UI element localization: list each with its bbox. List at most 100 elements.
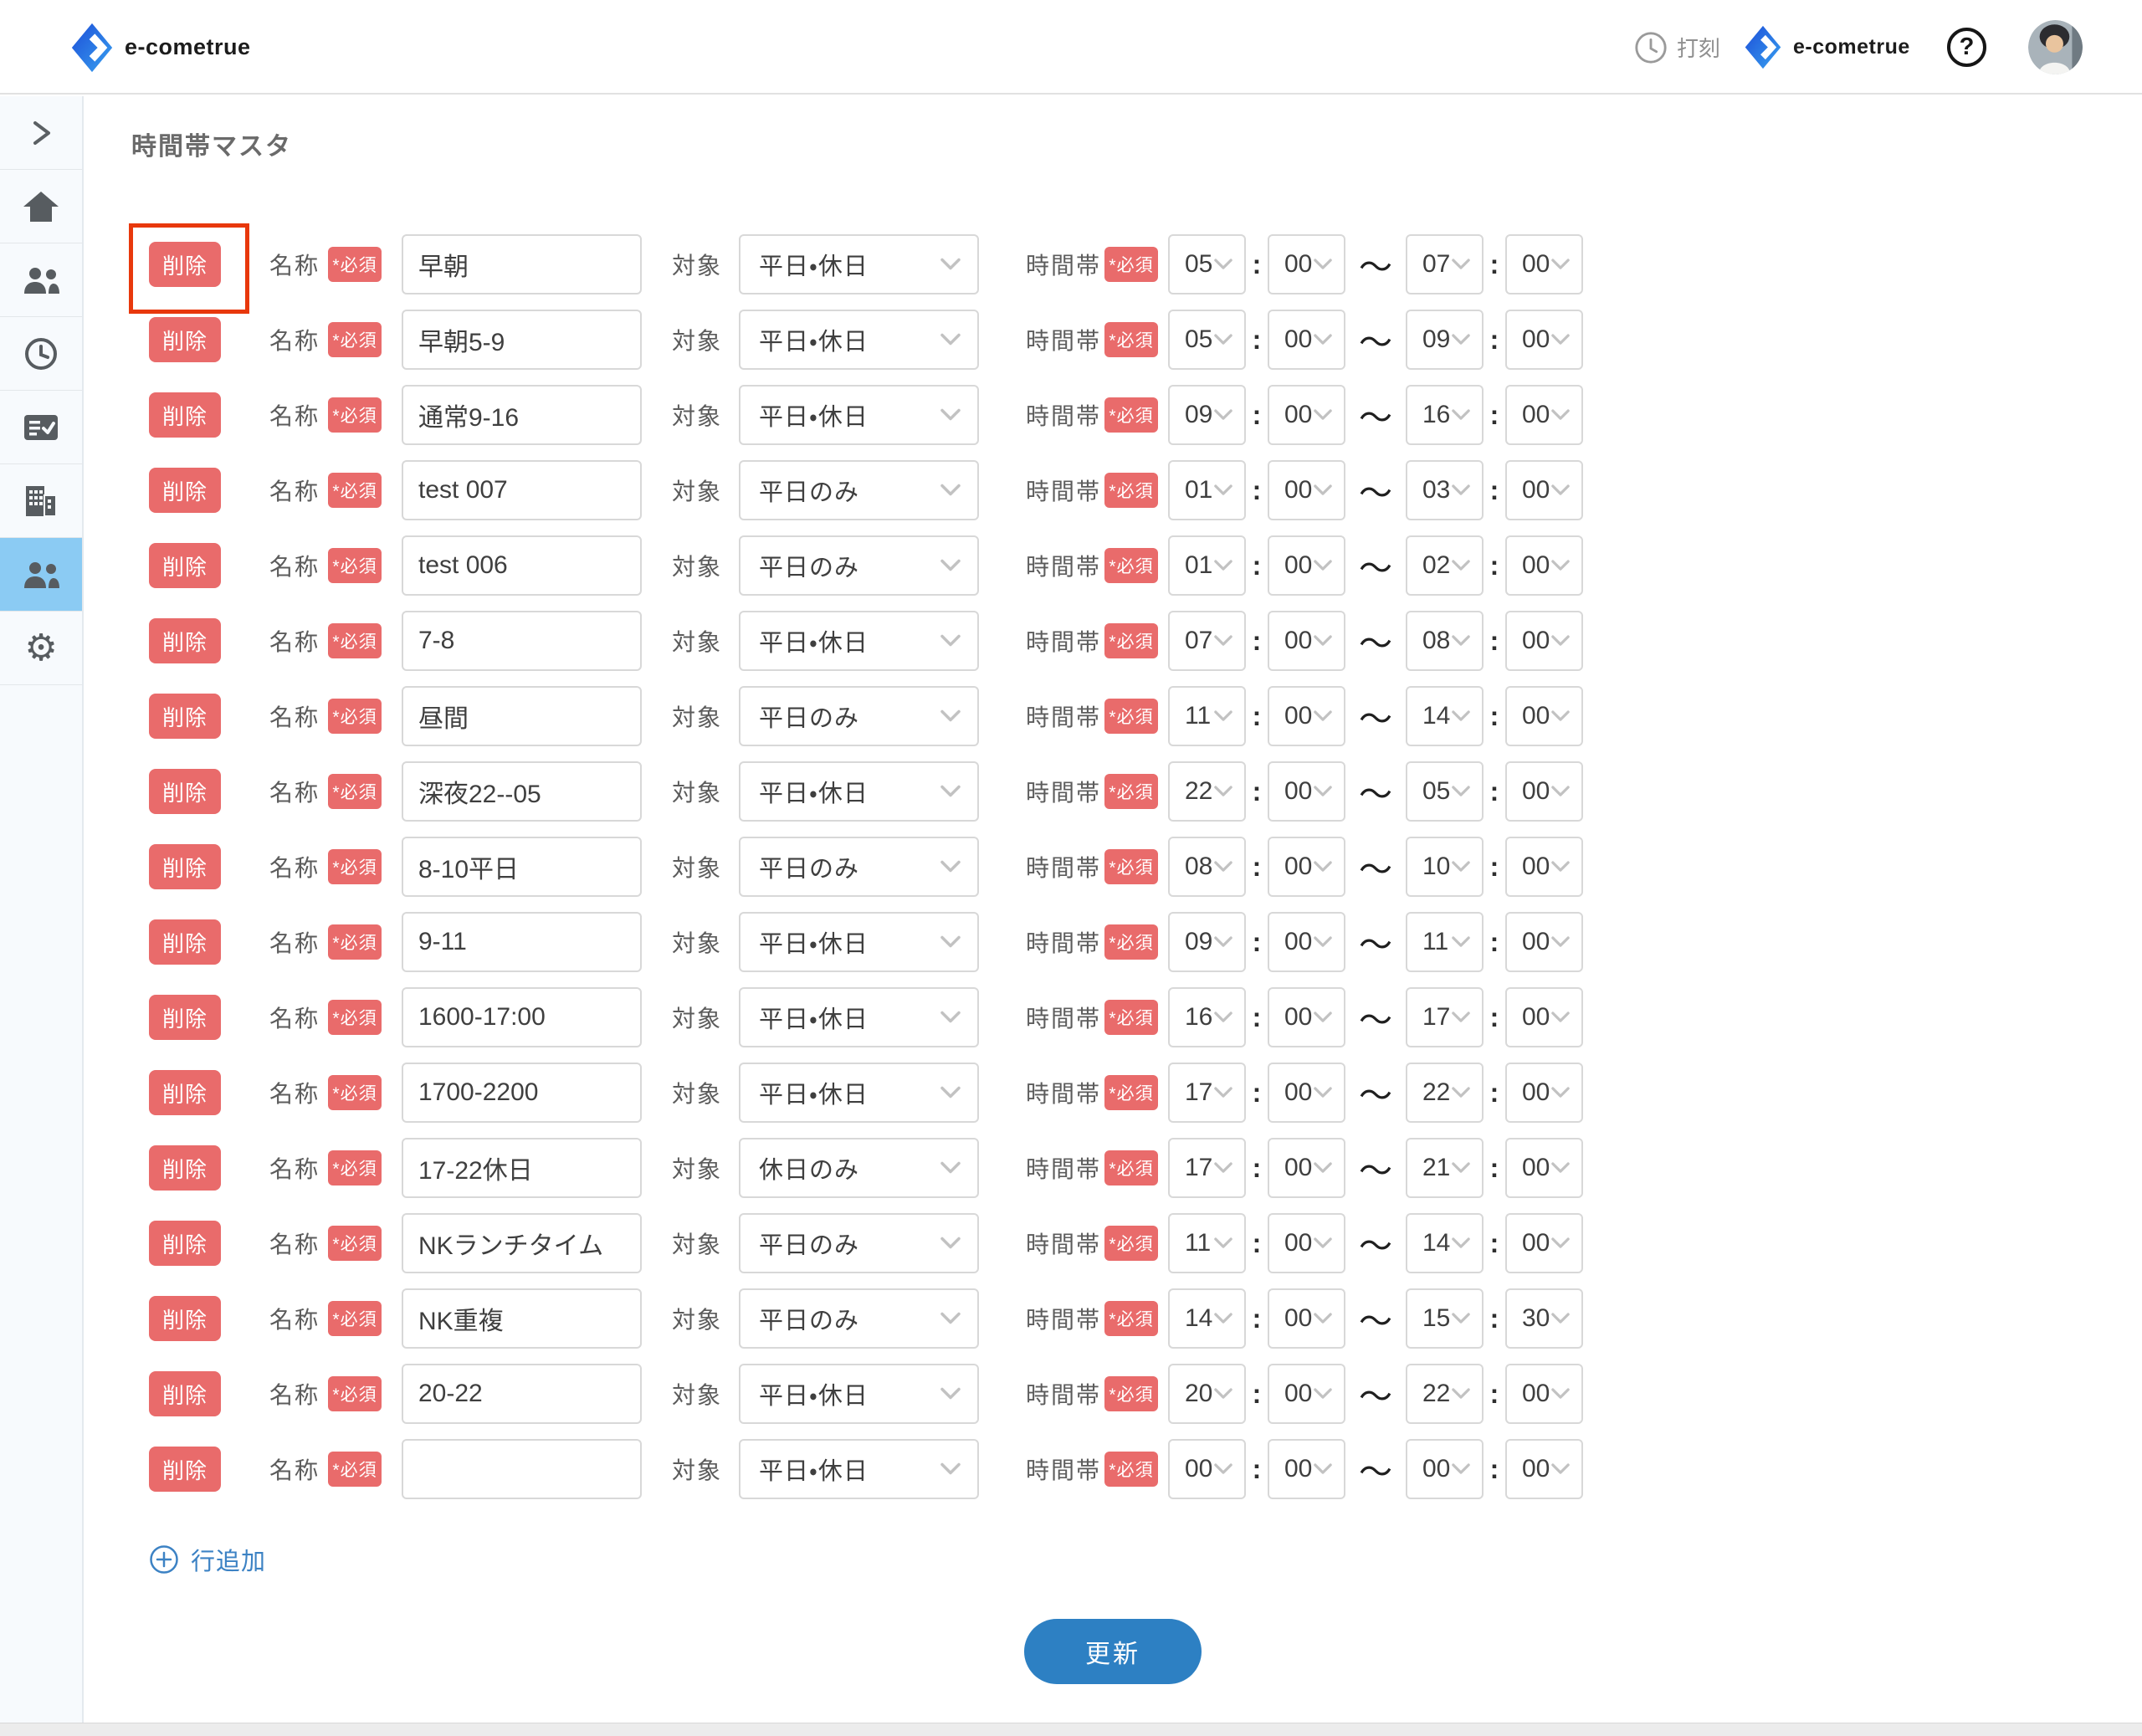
start-hour-select[interactable]: 01 [1168,535,1246,596]
start-hour-select[interactable]: 05 [1168,234,1246,294]
delete-button[interactable]: 削除 [149,1145,221,1191]
delete-button[interactable]: 削除 [149,468,221,513]
target-select[interactable]: 平日・休日 [739,611,979,671]
name-input[interactable] [402,460,642,520]
start-hour-select[interactable]: 00 [1168,1439,1246,1499]
end-minute-select[interactable]: 00 [1505,385,1583,445]
target-select[interactable]: 平日・休日 [739,1063,979,1123]
target-select[interactable]: 平日のみ [739,1213,979,1273]
end-hour-select[interactable]: 22 [1406,1364,1484,1424]
end-hour-select[interactable]: 02 [1406,535,1484,596]
start-minute-select[interactable]: 00 [1268,686,1345,746]
end-minute-select[interactable]: 30 [1505,1288,1583,1349]
target-select[interactable]: 平日・休日 [739,912,979,972]
name-input[interactable] [402,611,642,671]
end-minute-select[interactable]: 00 [1505,1213,1583,1273]
start-hour-select[interactable]: 08 [1168,837,1246,897]
delete-button[interactable]: 削除 [149,694,221,739]
end-hour-select[interactable]: 08 [1406,611,1484,671]
end-minute-select[interactable]: 00 [1505,1138,1583,1198]
target-select[interactable]: 平日・休日 [739,385,979,445]
start-hour-select[interactable]: 17 [1168,1138,1246,1198]
target-select[interactable]: 平日・休日 [739,234,979,294]
end-hour-select[interactable]: 05 [1406,761,1484,822]
delete-button[interactable]: 削除 [149,995,221,1040]
end-hour-select[interactable]: 14 [1406,1213,1484,1273]
start-minute-select[interactable]: 00 [1268,234,1345,294]
start-hour-select[interactable]: 05 [1168,310,1246,370]
delete-button[interactable]: 削除 [149,1070,221,1115]
sidebar-item-company[interactable] [0,464,82,538]
delete-button[interactable]: 削除 [149,769,221,814]
end-hour-select[interactable]: 14 [1406,686,1484,746]
start-minute-select[interactable]: 00 [1268,1288,1345,1349]
sidebar-item-employees[interactable] [0,243,82,317]
name-input[interactable] [402,1213,642,1273]
target-select[interactable]: 平日・休日 [739,761,979,822]
update-button[interactable]: 更新 [1024,1619,1202,1684]
target-select[interactable]: 平日のみ [739,460,979,520]
end-minute-select[interactable]: 00 [1505,686,1583,746]
end-hour-select[interactable]: 17 [1406,987,1484,1047]
start-minute-select[interactable]: 00 [1268,912,1345,972]
sidebar-item-attendance[interactable] [0,317,82,391]
start-hour-select[interactable]: 11 [1168,686,1246,746]
end-hour-select[interactable]: 00 [1406,1439,1484,1499]
name-input[interactable] [402,310,642,370]
header-logo[interactable]: e-cometrue [71,0,251,95]
name-input[interactable] [402,1063,642,1123]
end-hour-select[interactable]: 07 [1406,234,1484,294]
end-minute-select[interactable]: 00 [1505,460,1583,520]
delete-button[interactable]: 削除 [149,844,221,889]
start-minute-select[interactable]: 00 [1268,1063,1345,1123]
end-minute-select[interactable]: 00 [1505,310,1583,370]
delete-button[interactable]: 削除 [149,543,221,588]
delete-button[interactable]: 削除 [149,618,221,663]
name-input[interactable] [402,1439,642,1499]
name-input[interactable] [402,1138,642,1198]
end-minute-select[interactable]: 00 [1505,987,1583,1047]
name-input[interactable] [402,837,642,897]
start-minute-select[interactable]: 00 [1268,611,1345,671]
delete-button[interactable]: 削除 [149,1447,221,1492]
sidebar-item-home[interactable] [0,170,82,243]
end-minute-select[interactable]: 00 [1505,837,1583,897]
delete-button[interactable]: 削除 [149,919,221,965]
name-input[interactable] [402,1288,642,1349]
end-minute-select[interactable]: 00 [1505,1063,1583,1123]
sidebar-item-settings[interactable]: ⚙ [0,612,82,685]
target-select[interactable]: 休日のみ [739,1138,979,1198]
name-input[interactable] [402,385,642,445]
user-avatar[interactable] [2028,20,2083,74]
start-hour-select[interactable]: 01 [1168,460,1246,520]
start-minute-select[interactable]: 00 [1268,987,1345,1047]
start-hour-select[interactable]: 11 [1168,1213,1246,1273]
start-minute-select[interactable]: 00 [1268,385,1345,445]
sidebar-collapse-button[interactable] [0,96,82,170]
add-row-button[interactable]: 行追加 [149,1542,266,1577]
start-hour-select[interactable]: 07 [1168,611,1246,671]
target-select[interactable]: 平日のみ [739,837,979,897]
end-hour-select[interactable]: 10 [1406,837,1484,897]
end-hour-select[interactable]: 09 [1406,310,1484,370]
start-minute-select[interactable]: 00 [1268,1213,1345,1273]
start-minute-select[interactable]: 00 [1268,460,1345,520]
name-input[interactable] [402,686,642,746]
start-hour-select[interactable]: 17 [1168,1063,1246,1123]
start-hour-select[interactable]: 09 [1168,912,1246,972]
delete-button[interactable]: 削除 [149,242,221,287]
sidebar-item-staff[interactable] [0,538,82,612]
target-select[interactable]: 平日のみ [739,1288,979,1349]
end-minute-select[interactable]: 00 [1505,761,1583,822]
end-hour-select[interactable]: 21 [1406,1138,1484,1198]
start-hour-select[interactable]: 22 [1168,761,1246,822]
target-select[interactable]: 平日のみ [739,535,979,596]
end-hour-select[interactable]: 22 [1406,1063,1484,1123]
target-select[interactable]: 平日・休日 [739,310,979,370]
punch-clock-button[interactable]: 打刻 [1633,0,1720,95]
name-input[interactable] [402,1364,642,1424]
name-input[interactable] [402,912,642,972]
start-minute-select[interactable]: 00 [1268,837,1345,897]
start-hour-select[interactable]: 09 [1168,385,1246,445]
start-minute-select[interactable]: 00 [1268,761,1345,822]
